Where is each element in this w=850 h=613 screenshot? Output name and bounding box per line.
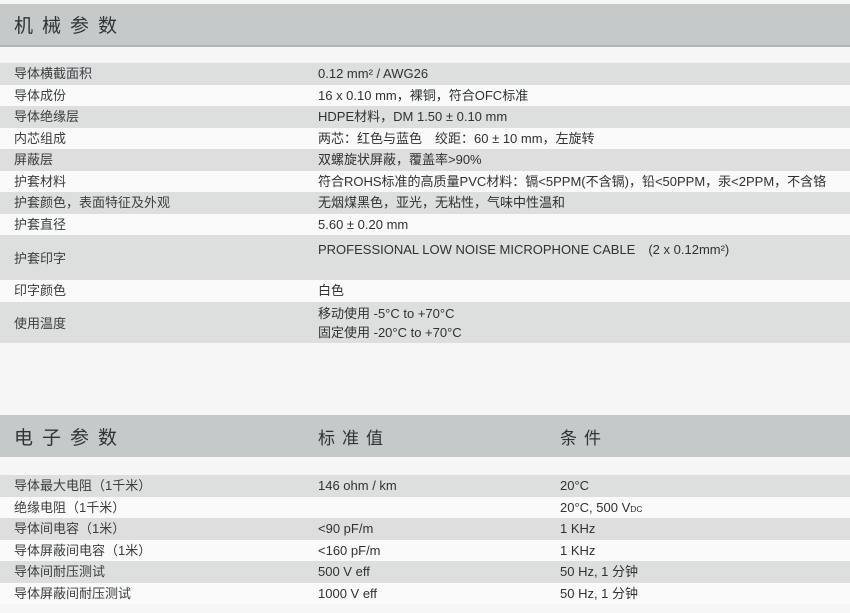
row-label: 导体屏蔽间耐压测试: [14, 585, 132, 601]
row-value: 符合ROHS标准的高质量PVC材料：镉<5PPM(不含镉)，铅<50PPM，汞<…: [318, 173, 827, 189]
row-condition: 50 Hz, 1 分钟: [560, 564, 639, 579]
table-row: 导体屏蔽间电容（1米） <160 pF/m 1 KHz: [0, 539, 850, 561]
mechanical-section-header: 机械参数: [0, 4, 850, 47]
row-value: 1000 V eff: [318, 585, 378, 601]
row-label: 护套直径: [14, 216, 67, 232]
row-value: PROFESSIONAL LOW NOISE MICROPHONE CABLE …: [318, 242, 730, 257]
row-label: 内芯组成: [14, 130, 67, 146]
table-row: 护套直径 5.60 ± 0.20 mm: [0, 213, 850, 235]
table-row: 导体成份 16 x 0.10 mm，裸铜，符合OFC标准: [0, 84, 850, 106]
row-label: 绝缘电阻（1千米）: [14, 499, 126, 515]
row-value: 两芯：红色与蓝色 绞距：60 ± 10 mm，左旋转: [318, 130, 595, 146]
table-row: 内芯组成 两芯：红色与蓝色 绞距：60 ± 10 mm，左旋转: [0, 127, 850, 149]
table-row: 导体最大电阻（1千米） 146 ohm / km 20°C: [0, 475, 850, 497]
electronic-section-title: 电子参数: [14, 427, 127, 449]
table-row: 屏蔽层 双螺旋状屏蔽，覆盖率>90%: [0, 149, 850, 171]
row-value: <90 pF/m: [318, 521, 374, 536]
temperature-fixed-use: 固定使用 -20°C to +70°C: [318, 324, 462, 340]
row-label: 导体间电容（1米）: [14, 521, 126, 536]
condition-subscript: DC: [630, 503, 643, 514]
row-value: 白色: [318, 283, 345, 298]
row-label: 导体屏蔽间电容（1米）: [14, 542, 152, 558]
electronic-parameters-table: 导体最大电阻（1千米） 146 ohm / km 20°C 绝缘电阻（1千米） …: [0, 475, 850, 604]
row-value: 500 V eff: [318, 564, 370, 579]
row-condition: 1 KHz: [560, 521, 596, 536]
column-header-condition: 条件: [560, 428, 608, 448]
temperature-mobile-use: 移动使用 -5°C to +70°C: [318, 305, 455, 321]
table-row: 护套材料 符合ROHS标准的高质量PVC材料：镉<5PPM(不含镉)，铅<50P…: [0, 170, 850, 192]
table-row: 导体间耐压测试 500 V eff 50 Hz, 1 分钟: [0, 561, 850, 583]
row-value: HDPE材料，DM 1.50 ± 0.10 mm: [318, 109, 508, 124]
row-label: 护套颜色，表面特征及外观: [14, 195, 171, 210]
row-value: 146 ohm / km: [318, 478, 397, 493]
row-value: 5.60 ± 0.20 mm: [318, 216, 409, 232]
row-condition: 1 KHz: [560, 542, 596, 558]
row-label: 印字颜色: [14, 283, 67, 298]
row-condition: 20°C: [560, 478, 590, 493]
electronic-section-header: 电子参数 标准值 条件: [0, 415, 850, 457]
row-label: 使用温度: [14, 315, 67, 331]
column-header-standard-value: 标准值: [318, 428, 390, 448]
row-label: 屏蔽层: [14, 152, 54, 167]
table-row: 使用温度 移动使用 -5°C to +70°C 固定使用 -20°C to +7…: [0, 301, 850, 344]
table-row: 护套印字 PROFESSIONAL LOW NOISE MICROPHONE C…: [0, 235, 850, 280]
table-row: 导体横截面积 0.12 mm² / AWG26: [0, 63, 850, 85]
table-row: 导体绝缘层 HDPE材料，DM 1.50 ± 0.10 mm: [0, 106, 850, 128]
row-value: 无烟煤黑色，亚光，无粘性，气味中性温和: [318, 195, 566, 210]
row-label: 导体横截面积: [14, 66, 93, 81]
row-label: 导体最大电阻（1千米）: [14, 478, 152, 493]
row-value: 移动使用 -5°C to +70°C 固定使用 -20°C to +70°C: [318, 302, 850, 344]
row-condition: 20°C, 500 VDC: [560, 497, 850, 521]
mechanical-section-title: 机械参数: [14, 16, 127, 37]
mechanical-parameters-table: 导体横截面积 0.12 mm² / AWG26 导体成份 16 x 0.10 m…: [0, 63, 850, 343]
table-row: 绝缘电阻（1千米） 20°C, 500 VDC: [0, 496, 850, 521]
table-row: 导体间电容（1米） <90 pF/m 1 KHz: [0, 518, 850, 540]
row-value: 0.12 mm² / AWG26: [318, 66, 429, 81]
table-row: 护套颜色，表面特征及外观 无烟煤黑色，亚光，无粘性，气味中性温和: [0, 192, 850, 214]
row-condition: 50 Hz, 1 分钟: [560, 585, 639, 601]
row-label: 导体间耐压测试: [14, 564, 106, 579]
table-row: 导体屏蔽间耐压测试 1000 V eff 50 Hz, 1 分钟: [0, 582, 850, 604]
row-label: 护套印字: [14, 251, 67, 266]
row-value: 双螺旋状屏蔽，覆盖率>90%: [318, 152, 482, 167]
condition-text: 20°C, 500 V: [560, 499, 631, 515]
row-label: 导体成份: [14, 87, 67, 103]
row-value: <160 pF/m: [318, 542, 381, 558]
row-value: [318, 497, 560, 521]
row-label: 护套材料: [14, 173, 67, 189]
row-label: 导体绝缘层: [14, 109, 80, 124]
row-value: 16 x 0.10 mm，裸铜，符合OFC标准: [318, 87, 529, 103]
table-row: 印字颜色 白色: [0, 280, 850, 302]
